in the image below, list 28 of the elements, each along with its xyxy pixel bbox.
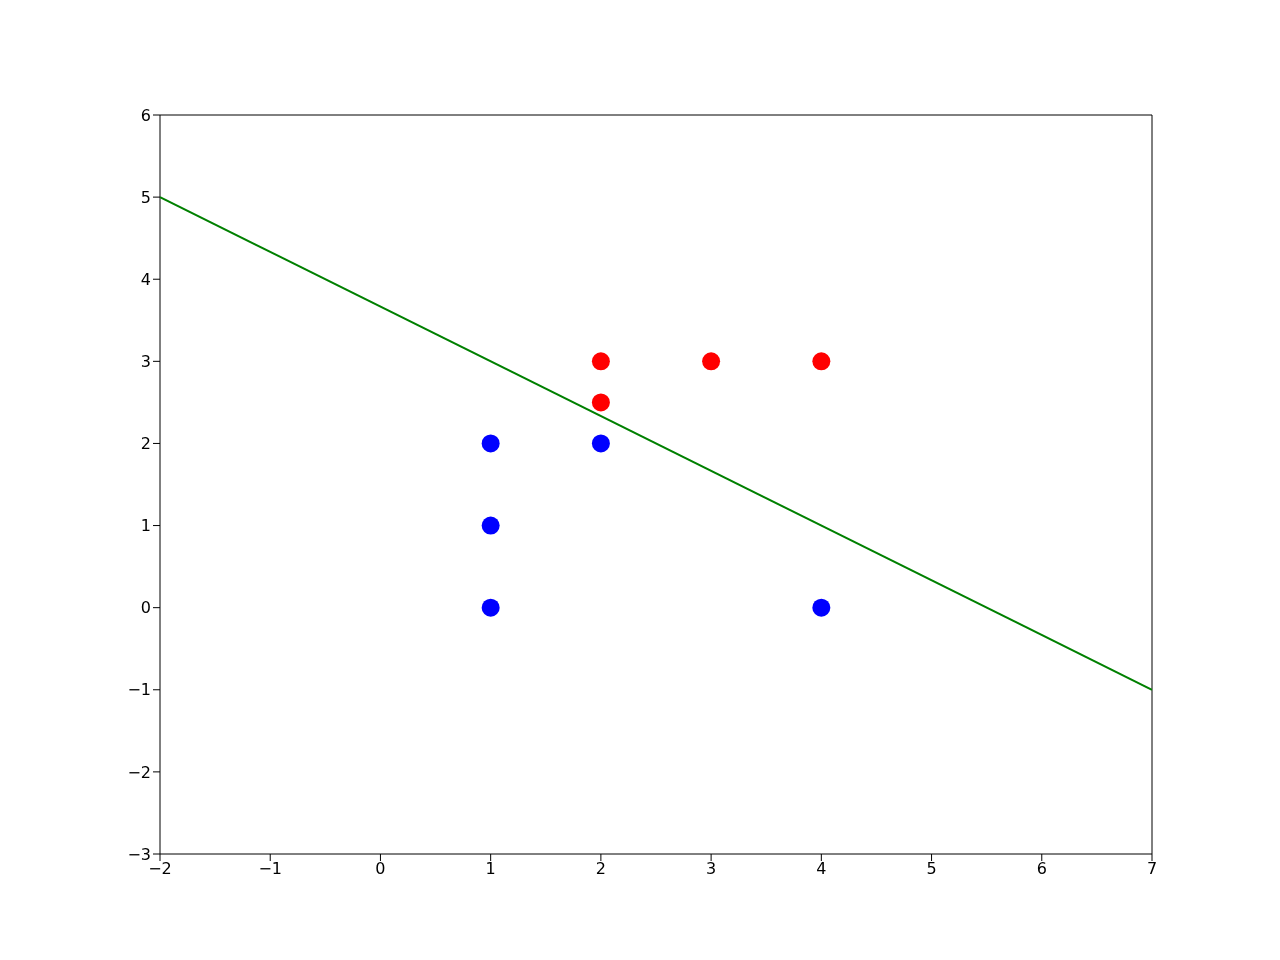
point [481, 598, 500, 617]
y-tick-label: 5 [140, 187, 151, 207]
y-tick-label: 4 [140, 269, 151, 289]
point [591, 393, 610, 412]
point [481, 434, 500, 453]
x-tick-label: 5 [926, 859, 937, 879]
x-tick-label: 2 [595, 859, 606, 879]
point [812, 598, 831, 617]
y-tick-label: 6 [140, 105, 151, 125]
x-tick-label: 0 [375, 859, 386, 879]
y-tick-label: 2 [140, 434, 151, 454]
x-tick-label: 3 [706, 859, 717, 879]
y-tick-label: −1 [127, 680, 151, 700]
x-tick-label: 1 [485, 859, 496, 879]
y-tick-label: −2 [127, 762, 151, 782]
y-tick-label: 3 [140, 352, 151, 372]
x-tick-label: −1 [258, 859, 283, 879]
point [591, 434, 610, 453]
point [481, 516, 500, 535]
point [812, 352, 831, 371]
point [591, 352, 610, 371]
y-tick-label: 0 [140, 598, 151, 618]
x-tick-label: 4 [816, 859, 827, 879]
x-tick-label: 6 [1036, 859, 1047, 879]
point [702, 352, 721, 371]
x-tick-label: 7 [1146, 859, 1158, 879]
y-tick-label: 1 [140, 516, 151, 536]
y-tick-label: −3 [127, 844, 151, 864]
